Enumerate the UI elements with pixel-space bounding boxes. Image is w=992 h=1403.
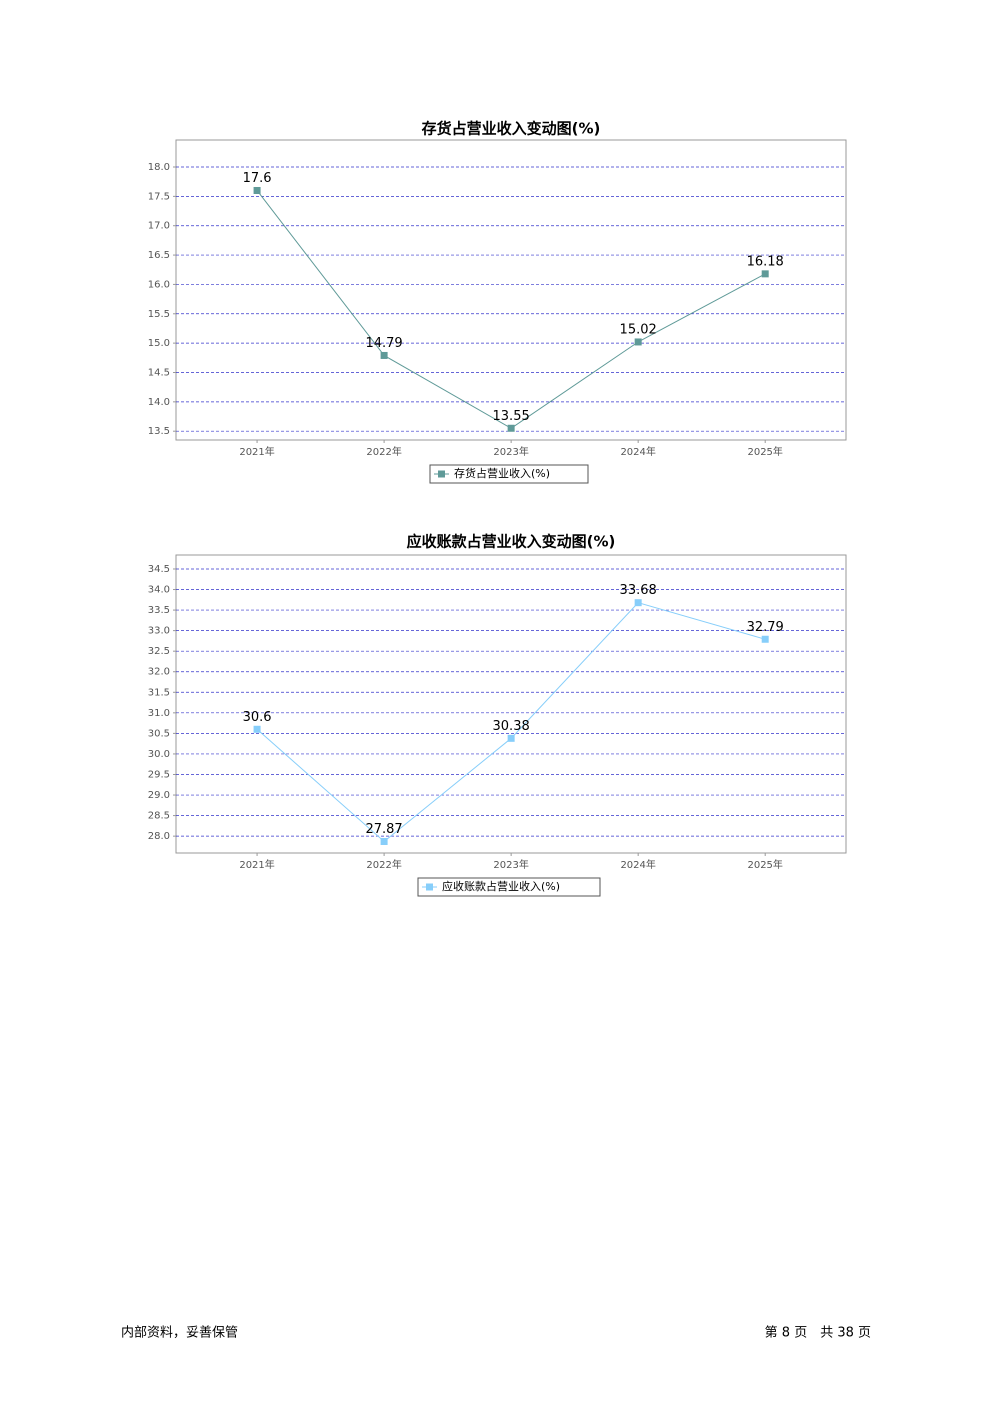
y-tick-label: 28.5 — [148, 811, 170, 822]
y-tick-label: 28.0 — [148, 831, 170, 842]
y-tick-label: 32.0 — [148, 667, 170, 678]
footer-left: 内部资料，妥善保管 — [121, 1325, 238, 1341]
data-label: 27.87 — [365, 822, 402, 837]
y-tick-label: 16.5 — [148, 250, 170, 261]
data-label: 16.18 — [747, 254, 784, 269]
chart-title: 存货占营业收入变动图(%) — [422, 120, 601, 138]
data-point — [761, 270, 769, 278]
y-tick-label: 14.0 — [148, 397, 170, 408]
y-tick-label: 32.5 — [148, 646, 170, 657]
y-tick-label: 17.0 — [148, 221, 170, 232]
y-tick-label: 18.0 — [148, 162, 170, 173]
data-point — [507, 424, 515, 432]
data-point — [634, 338, 642, 346]
plot-area — [175, 139, 847, 441]
legend-label: 存货占营业收入(%) — [454, 466, 550, 480]
chart-title: 应收账款占营业收入变动图(%) — [407, 533, 616, 551]
data-point — [253, 725, 261, 733]
y-tick-label: 31.0 — [148, 708, 170, 719]
x-tick-label: 2025年 — [747, 445, 782, 458]
legend-label: 应收账款占营业收入(%) — [442, 879, 560, 893]
x-tick-label: 2025年 — [747, 858, 782, 871]
data-label: 32.79 — [747, 620, 784, 635]
data-label: 30.6 — [243, 710, 272, 725]
y-tick-label: 15.5 — [148, 309, 170, 320]
y-tick-label: 30.0 — [148, 749, 170, 760]
data-label: 15.02 — [620, 322, 657, 337]
y-tick-label: 15.0 — [148, 338, 170, 349]
data-label: 14.79 — [365, 336, 402, 351]
data-point — [507, 734, 515, 742]
y-tick-label: 13.5 — [148, 426, 170, 437]
x-tick-label: 2021年 — [239, 445, 274, 458]
x-tick-label: 2023年 — [493, 445, 528, 458]
y-tick-label: 30.5 — [148, 728, 170, 739]
y-tick-label: 14.5 — [148, 367, 170, 378]
x-tick-label: 2024年 — [620, 858, 655, 871]
y-tick-label: 33.0 — [148, 626, 170, 637]
y-tick-label: 34.0 — [148, 585, 170, 596]
legend-box — [417, 877, 601, 897]
x-tick-label: 2022年 — [366, 858, 401, 871]
data-label: 17.6 — [243, 171, 272, 186]
y-tick-label: 31.5 — [148, 687, 170, 698]
data-point — [380, 837, 388, 845]
data-label: 13.55 — [493, 409, 530, 424]
legend-box — [429, 464, 589, 484]
x-tick-label: 2022年 — [366, 445, 401, 458]
x-tick-label: 2023年 — [493, 858, 528, 871]
data-point — [253, 186, 261, 194]
y-tick-label: 29.0 — [148, 790, 170, 801]
x-tick-label: 2024年 — [620, 445, 655, 458]
data-label: 30.38 — [493, 719, 530, 734]
data-point — [761, 635, 769, 643]
plot-area — [175, 554, 847, 854]
data-point — [634, 599, 642, 607]
y-tick-label: 29.5 — [148, 769, 170, 780]
footer-right: 第 8 页 共 38 页 — [765, 1326, 871, 1341]
data-point — [380, 351, 388, 359]
y-tick-label: 17.5 — [148, 191, 170, 202]
y-tick-label: 33.5 — [148, 605, 170, 616]
y-tick-label: 16.0 — [148, 279, 170, 290]
x-tick-label: 2021年 — [239, 858, 274, 871]
data-label: 33.68 — [620, 583, 657, 598]
y-tick-label: 34.5 — [148, 564, 170, 575]
